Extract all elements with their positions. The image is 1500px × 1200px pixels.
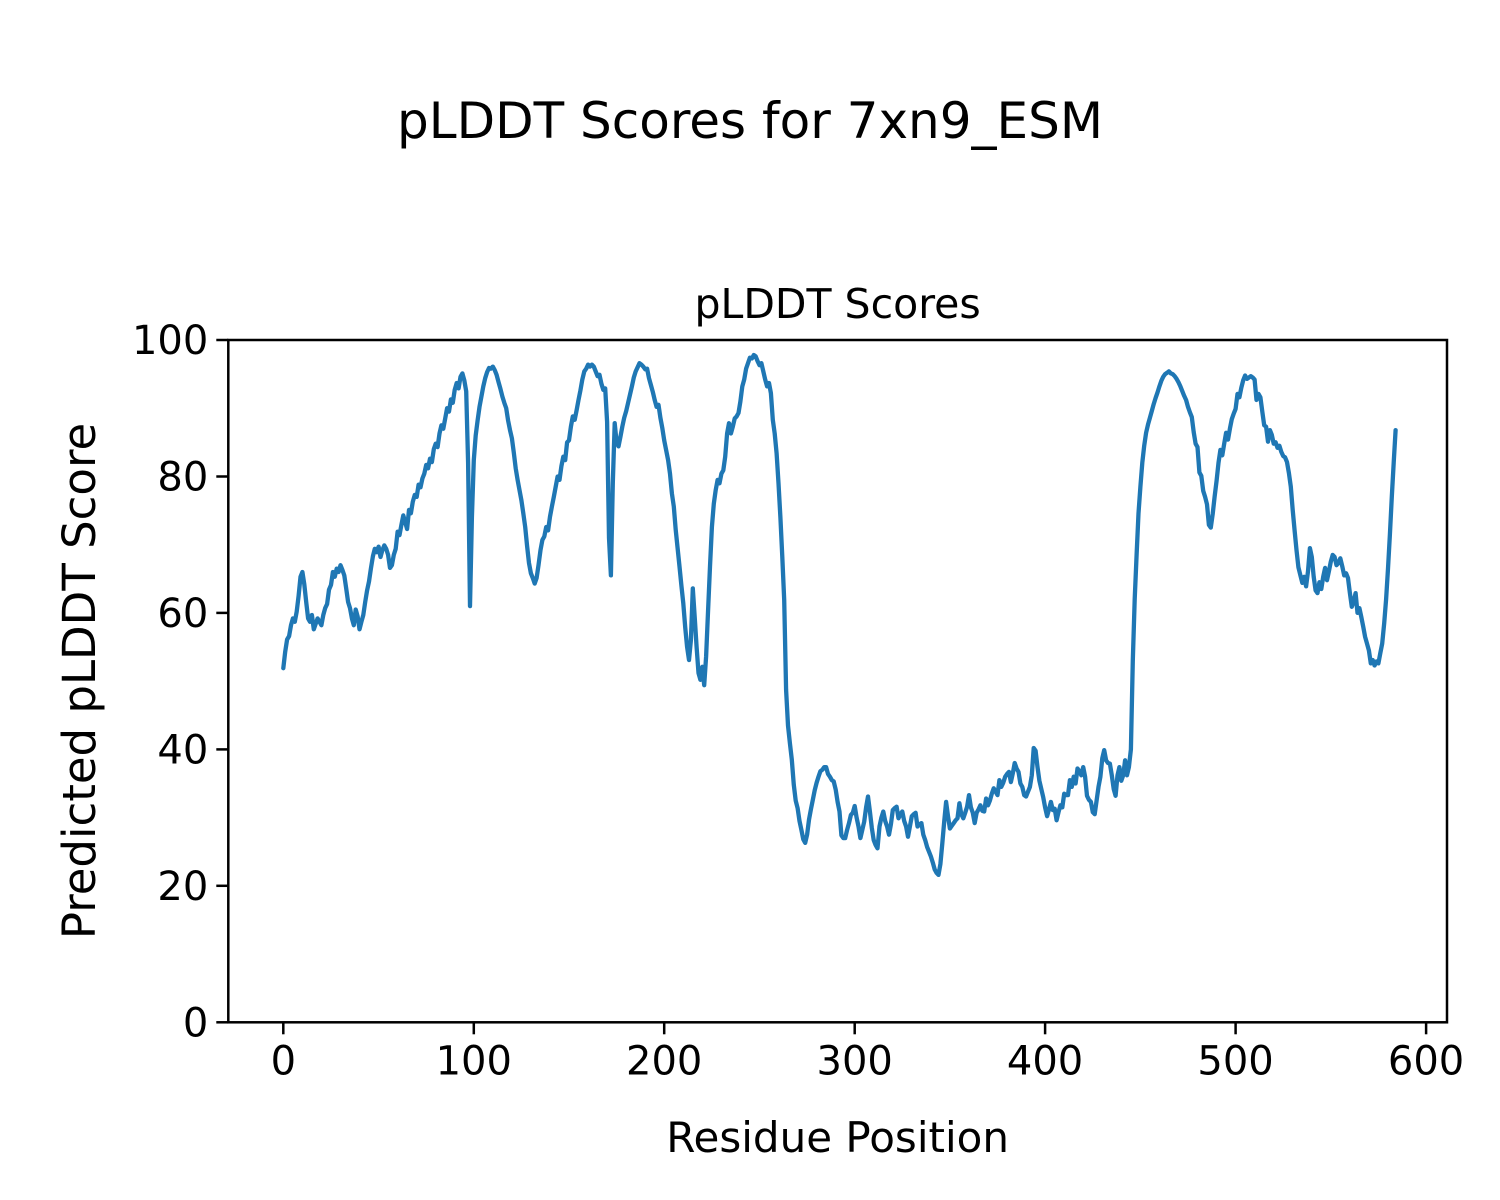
y-axis-label: Predicted pLDDT Score [53,423,106,939]
x-tick-label: 0 [271,1038,296,1084]
axes-spines [227,338,1449,1024]
x-tick-label: 500 [1197,1038,1273,1084]
y-tick-label: 40 [157,727,208,773]
pldd-score-line [281,352,1398,878]
x-tick-label: 100 [436,1038,512,1084]
y-tick-label: 60 [157,591,208,637]
x-axis-label: Residue Position [666,1113,1009,1162]
axes-title: pLDDT Scores [694,280,980,328]
y-axis-ticks: 0 20 40 60 80 100 [132,318,229,1046]
y-tick-label: 0 [183,1000,208,1046]
y-tick-label: 20 [157,864,208,910]
y-tick-label: 80 [157,455,208,501]
x-tick-label: 600 [1388,1038,1464,1084]
y-tick-label: 100 [132,318,208,364]
x-tick-label: 300 [817,1038,893,1084]
x-tick-label: 200 [626,1038,702,1084]
x-axis-ticks: 0 100 200 300 400 500 600 [271,1022,1464,1084]
figure-title: pLDDT Scores for 7xn9_ESM [397,92,1103,150]
x-tick-label: 400 [1007,1038,1083,1084]
